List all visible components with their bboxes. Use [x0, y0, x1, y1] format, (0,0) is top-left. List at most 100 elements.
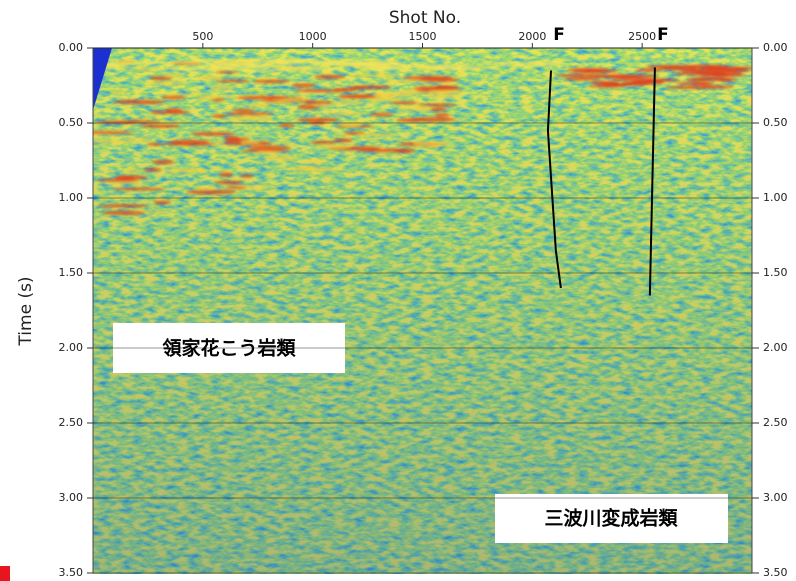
- reflector: [140, 123, 181, 128]
- reflector: [225, 112, 274, 116]
- reflector: [341, 122, 362, 128]
- y-tick-label: 3.50: [59, 566, 84, 579]
- reflector: [319, 60, 407, 64]
- reflector: [317, 144, 352, 149]
- reflector: [393, 148, 416, 153]
- reflector: [279, 66, 316, 69]
- reflector: [611, 77, 659, 81]
- reflector: [423, 94, 458, 98]
- reflector: [597, 82, 650, 86]
- reflector: [278, 123, 295, 128]
- region-box: [113, 323, 345, 373]
- reflector: [110, 89, 127, 95]
- y-tick-label: 1.50: [763, 266, 788, 279]
- y-tick-label: 3.00: [59, 491, 84, 504]
- reflector: [334, 87, 356, 92]
- reflector: [125, 167, 140, 172]
- reflector: [143, 167, 162, 172]
- reflector: [413, 107, 432, 111]
- reflector: [194, 186, 217, 190]
- y-tick-label: 2.50: [763, 416, 788, 429]
- reflector: [410, 117, 457, 122]
- reflector: [241, 59, 300, 62]
- reflector: [196, 75, 222, 81]
- reflector: [296, 117, 340, 123]
- reflector: [309, 121, 326, 125]
- reflector: [93, 130, 135, 135]
- reflector: [247, 145, 292, 150]
- reflector: [97, 204, 149, 208]
- reflector: [164, 74, 187, 78]
- reflector: [95, 120, 143, 124]
- x-tick-label: 2000: [518, 30, 546, 43]
- y-tick-label: 3.50: [763, 566, 788, 579]
- reflector: [428, 89, 465, 93]
- reflector: [563, 77, 601, 81]
- reflector: [313, 104, 335, 108]
- reflector: [429, 107, 447, 112]
- reflector: [225, 186, 247, 190]
- reflector: [214, 70, 239, 74]
- reflector: [114, 175, 135, 181]
- reflector: [240, 140, 260, 144]
- reflector: [346, 74, 399, 78]
- reflector: [676, 64, 729, 68]
- y-tick-label: 1.00: [59, 191, 84, 204]
- region-box: [495, 494, 728, 543]
- reflector: [570, 70, 610, 74]
- reflector: [209, 85, 234, 91]
- reflector: [390, 101, 419, 105]
- y-tick-label: 1.00: [763, 191, 788, 204]
- reflector: [431, 64, 476, 67]
- reflector: [372, 94, 397, 98]
- reflector: [214, 180, 244, 185]
- reflector: [153, 200, 172, 205]
- reflector: [434, 113, 451, 117]
- reflector: [432, 85, 459, 90]
- reflector: [148, 81, 185, 86]
- x-tick-label: 2500: [628, 30, 656, 43]
- reflector: [366, 97, 403, 102]
- reflector: [162, 168, 205, 173]
- reflector: [402, 75, 453, 81]
- reflector: [111, 187, 166, 191]
- reflector: [725, 68, 751, 72]
- reflector: [252, 79, 290, 84]
- reflector: [306, 159, 327, 164]
- reflector: [149, 76, 173, 81]
- reflector: [226, 116, 274, 121]
- y-tick-label: 0.50: [59, 116, 84, 129]
- reflector: [410, 67, 501, 70]
- reflector: [186, 189, 236, 195]
- reflector: [225, 136, 241, 141]
- reflector: [190, 131, 235, 136]
- y-axis-label: Time (s): [16, 276, 36, 346]
- reflector: [213, 63, 269, 66]
- reflector: [93, 62, 156, 65]
- reflector: [355, 133, 395, 137]
- fault-line: [648, 67, 656, 296]
- reflector: [634, 68, 663, 72]
- reflector: [161, 95, 187, 100]
- reflector: [665, 86, 718, 90]
- y-tick-label: 0.00: [763, 41, 788, 54]
- reflector: [185, 65, 273, 68]
- reflector: [325, 112, 367, 116]
- x-tick-label: 1000: [299, 30, 327, 43]
- reflector: [93, 139, 132, 144]
- reflector: [165, 108, 183, 113]
- reflector: [313, 74, 346, 79]
- reflector: [165, 60, 210, 64]
- y-tick-label: 1.50: [59, 266, 84, 279]
- y-tick-label: 0.00: [59, 41, 84, 54]
- reflectors: [93, 59, 752, 216]
- fault-label: F: [657, 25, 669, 45]
- reflector: [416, 103, 458, 107]
- seismic-image: [93, 48, 752, 574]
- reflector: [358, 67, 399, 70]
- y-tick-label: 3.00: [763, 491, 788, 504]
- reflector: [658, 67, 697, 71]
- y-tick-label: 2.00: [763, 341, 788, 354]
- reflector: [493, 63, 570, 66]
